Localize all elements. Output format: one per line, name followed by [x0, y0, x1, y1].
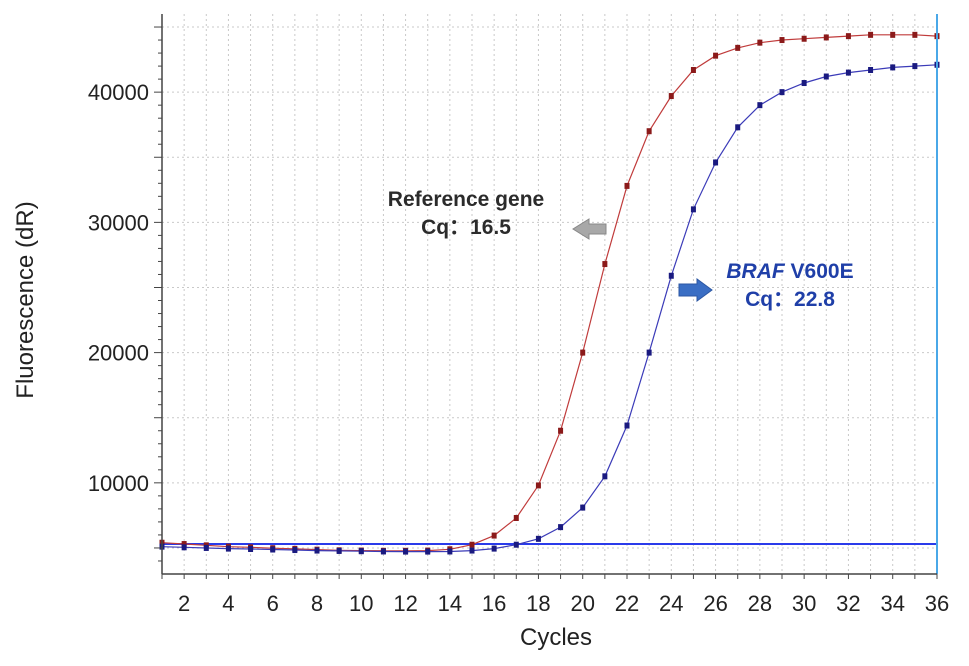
reference-gene-label: Reference gene — [387, 188, 545, 211]
series-point-1 — [646, 349, 652, 356]
plot-area — [162, 14, 937, 574]
x-tick-label: 28 — [748, 591, 772, 616]
braf-gene: BRAF — [726, 260, 785, 283]
x-tick-label: 30 — [792, 591, 816, 616]
series-point-0 — [779, 37, 785, 44]
x-tick-label: 36 — [925, 591, 949, 616]
braf-cq: Cq：22.8 — [745, 288, 835, 311]
x-tick-label: 22 — [615, 591, 639, 616]
series-line-1 — [161, 64, 938, 553]
x-tick-label: 26 — [703, 591, 727, 616]
braf-annotation: BRAF V600E Cq：22.8 — [690, 258, 890, 314]
series-point-0 — [845, 33, 851, 40]
series-point-1 — [314, 547, 320, 554]
x-tick-label: 20 — [570, 591, 594, 616]
series-point-0 — [602, 261, 608, 268]
series-layer — [159, 31, 940, 555]
y-tick-label: 20000 — [88, 341, 149, 366]
series-point-1 — [868, 67, 874, 73]
series-point-0 — [181, 541, 187, 548]
series-point-1 — [336, 547, 342, 554]
braf-arrow — [678, 278, 713, 302]
x-tick-label: 6 — [267, 591, 279, 616]
x-tick-label: 32 — [836, 591, 860, 616]
series-point-0 — [558, 427, 564, 434]
series-line-0 — [161, 34, 938, 552]
series-point-1 — [890, 64, 896, 71]
series-point-1 — [668, 272, 674, 279]
series-point-0 — [713, 52, 719, 59]
braf-mutation: V600E — [784, 260, 854, 283]
series-point-1 — [491, 545, 497, 552]
series-point-0 — [823, 34, 829, 41]
series-point-0 — [513, 515, 519, 521]
series-point-0 — [535, 482, 541, 489]
series-point-0 — [469, 541, 475, 548]
reference-arrow — [572, 218, 607, 240]
series-point-0 — [646, 128, 652, 135]
grid — [162, 14, 938, 574]
series-point-1 — [225, 545, 231, 552]
series-point-1 — [425, 548, 431, 555]
series-point-1 — [624, 422, 630, 429]
y-tick-label: 40000 — [88, 80, 149, 105]
x-tick-label: 24 — [659, 591, 683, 616]
series-point-0 — [735, 44, 741, 51]
y-tick-label: 30000 — [88, 210, 149, 235]
series-point-1 — [181, 544, 187, 551]
series-point-1 — [823, 73, 829, 80]
series-point-1 — [558, 524, 564, 531]
series-point-1 — [779, 89, 785, 96]
series-point-1 — [912, 63, 918, 70]
series-point-1 — [403, 548, 409, 555]
reference-gene-cq: Cq：16.5 — [421, 216, 511, 239]
series-point-0 — [668, 93, 674, 100]
series-point-1 — [270, 546, 276, 553]
x-tick-label: 4 — [222, 591, 234, 616]
y-tick-label: 10000 — [88, 471, 149, 496]
series-point-1 — [757, 102, 763, 109]
axes: 2 4 6 8 10 12 14 16 18 20 22 24 26 28 30 32 34 3610000200… — [88, 14, 949, 616]
series-point-1 — [248, 545, 254, 552]
x-tick-label: 34 — [880, 591, 904, 616]
x-tick-label: 2 — [178, 591, 190, 616]
series-point-1 — [690, 206, 696, 213]
x-tick-label: 8 — [311, 591, 323, 616]
series-point-0 — [690, 67, 696, 73]
series-point-1 — [845, 69, 851, 76]
series-point-1 — [380, 548, 386, 555]
series-point-0 — [890, 31, 896, 38]
series-point-1 — [801, 80, 807, 87]
series-point-1 — [203, 544, 209, 551]
series-point-0 — [491, 532, 497, 539]
annotation-arrows — [572, 218, 713, 302]
series-point-0 — [801, 35, 807, 42]
x-tick-label: 18 — [526, 591, 550, 616]
series-point-1 — [292, 547, 298, 554]
series-point-0 — [624, 182, 630, 189]
series-point-0 — [757, 39, 763, 46]
series-point-0 — [912, 31, 918, 38]
reference-gene-annotation: Reference gene Cq：16.5 — [346, 186, 586, 242]
series-point-1 — [713, 159, 719, 166]
x-tick-label: 16 — [482, 591, 506, 616]
braf-label: BRAF V600E — [690, 258, 890, 286]
series-point-1 — [580, 504, 586, 511]
series-point-0 — [868, 31, 874, 38]
x-tick-label: 14 — [438, 591, 462, 616]
series-point-1 — [735, 124, 741, 131]
series-point-1 — [513, 541, 519, 548]
series-point-1 — [602, 473, 608, 480]
x-axis-title: Cycles — [520, 624, 592, 651]
y-axis-title: Fluorescence (dR) — [12, 201, 39, 398]
x-tick-label: 12 — [393, 591, 417, 616]
x-tick-label: 10 — [349, 591, 373, 616]
series-point-0 — [580, 349, 586, 356]
series-point-1 — [358, 548, 364, 555]
series-point-1 — [447, 548, 453, 555]
series-point-1 — [469, 547, 475, 554]
series-point-1 — [535, 535, 541, 542]
